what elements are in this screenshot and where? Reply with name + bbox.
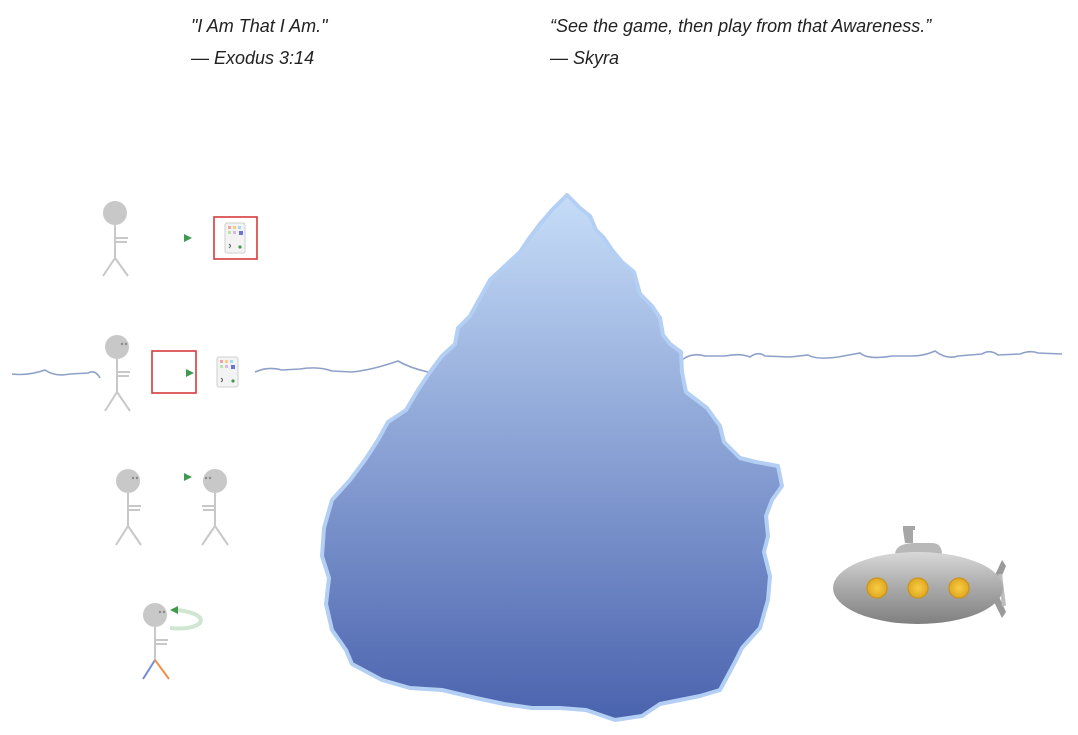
quote-attribution: — Skyra [550,48,620,68]
stick-figure-icon [104,335,131,412]
arrow-right-icon [153,234,192,242]
highlight-box [213,216,258,260]
circular-arrow-icon [169,606,203,631]
highlight-box [151,350,197,394]
stick-figure-icon [142,603,170,680]
water-surface [11,350,1063,379]
stick-figure-icon [201,469,229,546]
arrow-right-icon [157,369,194,377]
quote-text: "I Am That I Am." [191,16,328,36]
arrow-right-icon [153,473,192,481]
phone-screen-icon [216,356,239,388]
quote-exodus: "I Am That I Am." — Exodus 3:14 [191,10,327,74]
iceberg-shape [320,193,784,722]
row-1-person-to-phone [102,201,258,277]
submarine-icon [833,526,1006,624]
stick-figure-icon [102,201,129,277]
row-4-self-awareness [142,603,203,680]
quote-skyra: “See the game, then play from that Aware… [550,10,931,74]
row-2-person-to-phone [104,335,239,412]
quote-text: “See the game, then play from that Aware… [550,16,932,36]
phone-screen-icon [224,222,246,254]
row-3-person-to-person [115,469,229,546]
stick-figure-icon [115,469,142,546]
quote-attribution: — Exodus 3:14 [191,48,315,68]
